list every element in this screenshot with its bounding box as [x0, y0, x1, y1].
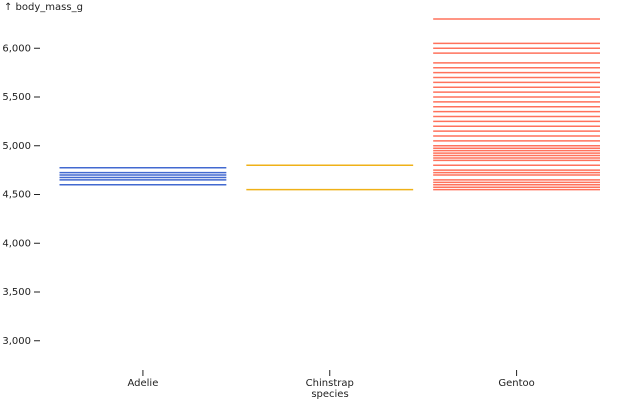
y-tick-label: 4,000 [2, 238, 31, 249]
x-axis-label: species [311, 389, 348, 400]
x-tick-label: Chinstrap [306, 378, 354, 389]
x-tick-label: Adelie [127, 378, 158, 389]
y-tick-label: 5,500 [2, 92, 31, 103]
y-axis-label: ↑ body_mass_g [4, 2, 83, 13]
x-tick-label: Gentoo [498, 378, 534, 389]
y-tick-label: 3,000 [2, 336, 31, 347]
y-tick-label: 5,000 [2, 141, 31, 152]
y-tick-label: 4,500 [2, 190, 31, 201]
y-tick-label: 3,500 [2, 287, 31, 298]
y-tick-label: 6,000 [2, 43, 31, 54]
